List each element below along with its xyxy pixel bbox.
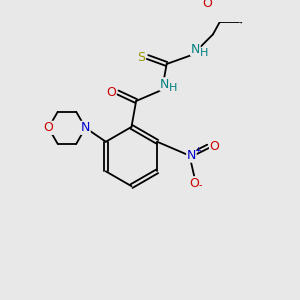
Text: O: O xyxy=(189,177,199,190)
Text: O: O xyxy=(210,140,220,153)
Text: N: N xyxy=(191,43,200,56)
Text: N: N xyxy=(187,149,196,162)
Text: N: N xyxy=(81,121,90,134)
Text: O: O xyxy=(202,0,212,10)
Text: H: H xyxy=(169,83,177,93)
Text: H: H xyxy=(200,48,208,58)
Text: N: N xyxy=(160,78,170,91)
Text: S: S xyxy=(137,50,145,64)
Text: O: O xyxy=(106,86,116,99)
Text: -: - xyxy=(199,180,202,190)
Text: O: O xyxy=(44,121,53,134)
Text: +: + xyxy=(194,146,201,155)
